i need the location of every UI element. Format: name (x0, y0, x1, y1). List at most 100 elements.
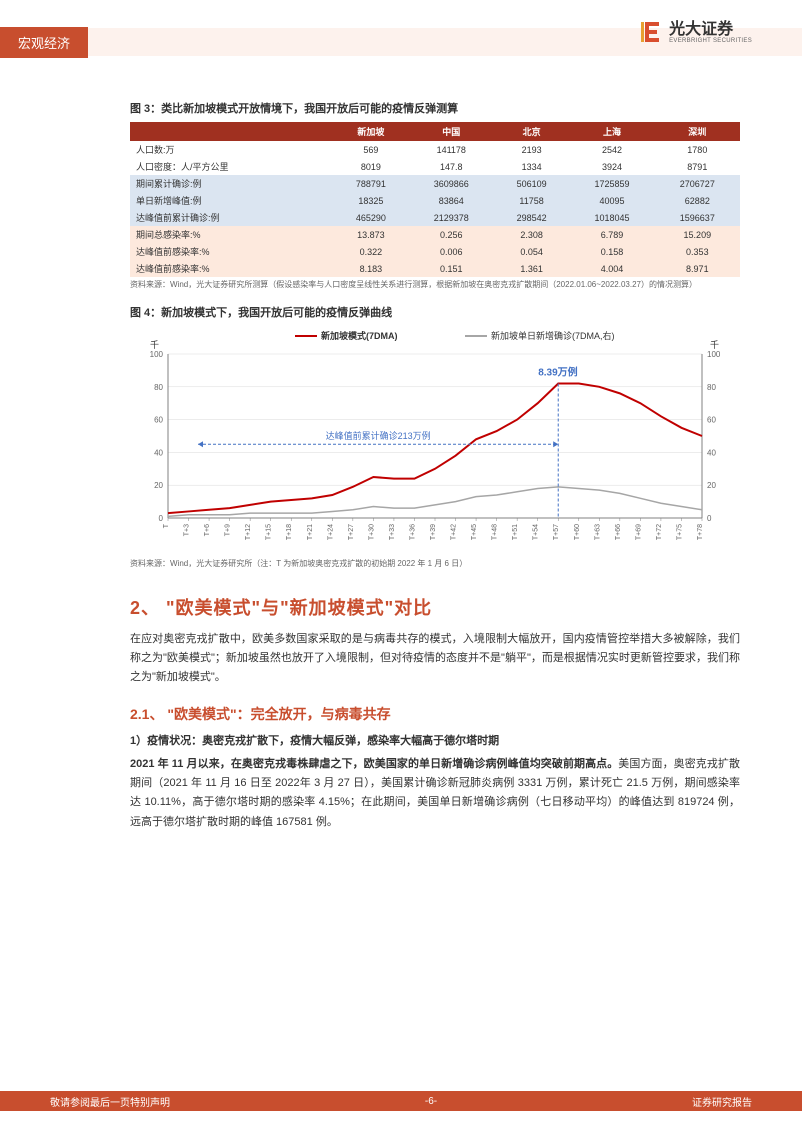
section-2-1-heading: 2.1、 "欧美模式"：完全放开，与病毒共存 (130, 704, 740, 724)
svg-text:千: 千 (710, 340, 719, 350)
table-header-cell: 北京 (494, 122, 569, 141)
svg-text:T+30: T+30 (368, 524, 375, 540)
data-cell: 1596637 (655, 209, 740, 226)
data-cell: 18325 (333, 192, 408, 209)
data-cell: 2706727 (655, 175, 740, 192)
data-cell: 1725859 (569, 175, 654, 192)
content-area: 图 3：类比新加坡模式开放情境下，我国开放后可能的疫情反弹测算 新加坡中国北京上… (130, 100, 740, 838)
svg-text:T+60: T+60 (574, 524, 581, 540)
page-number: -6- (425, 1096, 437, 1107)
data-cell: 1018045 (569, 209, 654, 226)
svg-text:T+42: T+42 (451, 524, 458, 540)
svg-text:千: 千 (150, 340, 159, 350)
data-cell: 141178 (409, 141, 494, 158)
data-cell: 62882 (655, 192, 740, 209)
data-cell: 2129378 (409, 209, 494, 226)
svg-text:T+48: T+48 (492, 524, 499, 540)
data-cell: 0.006 (409, 243, 494, 260)
data-cell: 4.004 (569, 260, 654, 277)
data-cell: 3609866 (409, 175, 494, 192)
svg-text:T+21: T+21 (307, 524, 314, 540)
svg-text:8.39万例: 8.39万例 (538, 366, 577, 379)
fig4-chart: 新加坡模式(7DMA)新加坡单日新增确诊(7DMA,右)002020404060… (130, 326, 740, 556)
table-row: 达峰值前累计确诊:例465290212937829854210180451596… (130, 209, 740, 226)
data-cell: 2193 (494, 141, 569, 158)
data-cell: 0.322 (333, 243, 408, 260)
svg-text:T+24: T+24 (327, 524, 334, 540)
section-2-1-sub: 1）疫情状况：奥密克戎扩散下，疫情大幅反弹，感染率大幅高于德尔塔时期 (130, 732, 740, 751)
svg-text:T+57: T+57 (553, 524, 560, 540)
logo-text-en: EVERBRIGHT SECURITIES (669, 38, 752, 44)
svg-text:60: 60 (707, 416, 716, 425)
table-row: 达峰值前感染率:%8.1830.1511.3614.0048.971 (130, 260, 740, 277)
table-row: 期间累计确诊:例78879136098665061091725859270672… (130, 175, 740, 192)
data-cell: 8.971 (655, 260, 740, 277)
data-cell: 465290 (333, 209, 408, 226)
table-header-cell (130, 122, 333, 141)
table-row: 人口密度：人/平方公里8019147.8133439248791 (130, 158, 740, 175)
svg-text:T+72: T+72 (656, 524, 663, 540)
data-cell: 2.308 (494, 226, 569, 243)
svg-text:T+3: T+3 (184, 524, 191, 536)
data-cell: 0.256 (409, 226, 494, 243)
data-cell: 0.158 (569, 243, 654, 260)
data-cell: 83864 (409, 192, 494, 209)
svg-text:T+78: T+78 (697, 524, 704, 540)
table-header-cell: 新加坡 (333, 122, 408, 141)
svg-text:T+75: T+75 (676, 524, 683, 540)
data-cell: 0.151 (409, 260, 494, 277)
doc-category: 宏观经济 (0, 27, 88, 58)
svg-text:T+18: T+18 (286, 524, 293, 540)
svg-text:40: 40 (707, 449, 716, 458)
data-cell: 788791 (333, 175, 408, 192)
data-cell: 3924 (569, 158, 654, 175)
data-cell: 506109 (494, 175, 569, 192)
row-label-cell: 人口数:万 (130, 141, 333, 158)
table-header-cell: 中国 (409, 122, 494, 141)
row-label-cell: 达峰值前感染率:% (130, 243, 333, 260)
svg-text:T+33: T+33 (389, 524, 396, 540)
data-cell: 8019 (333, 158, 408, 175)
table-row: 达峰值前感染率:%0.3220.0060.0540.1580.353 (130, 243, 740, 260)
data-cell: 8.183 (333, 260, 408, 277)
svg-text:新加坡单日新增确诊(7DMA,右): 新加坡单日新增确诊(7DMA,右) (491, 330, 615, 341)
table-row: 人口数:万569141178219325421780 (130, 141, 740, 158)
section-2-heading: 2、 "欧美模式"与"新加坡模式"对比 (130, 594, 740, 620)
svg-text:T+15: T+15 (266, 524, 273, 540)
fig3-source: 资料来源：Wind，光大证券研究所测算（假设感染率与人口密度呈线性关系进行测算，… (130, 280, 740, 290)
data-cell: 0.054 (494, 243, 569, 260)
svg-text:20: 20 (707, 482, 716, 491)
footer-right: 证券研究报告 (692, 1094, 752, 1109)
svg-text:T+9: T+9 (225, 524, 232, 536)
svg-text:T: T (163, 524, 170, 529)
row-label-cell: 达峰值前累计确诊:例 (130, 209, 333, 226)
fig4-title: 图 4：新加坡模式下，我国开放后可能的疫情反弹曲线 (130, 304, 740, 320)
svg-text:100: 100 (707, 350, 721, 359)
data-cell: 11758 (494, 192, 569, 209)
row-label-cell: 达峰值前感染率:% (130, 260, 333, 277)
svg-text:20: 20 (154, 482, 163, 491)
data-cell: 2542 (569, 141, 654, 158)
svg-text:T+6: T+6 (204, 524, 211, 536)
logo-icon (641, 20, 663, 46)
table-header-cell: 深圳 (655, 122, 740, 141)
p3-bold: 2021 年 11 月以来，在奥密克戎毒株肆虐之下，欧美国家的单日新增确诊病例峰… (130, 758, 618, 770)
svg-text:0: 0 (707, 514, 712, 523)
data-cell: 1780 (655, 141, 740, 158)
data-cell: 40095 (569, 192, 654, 209)
svg-text:0: 0 (159, 514, 164, 523)
svg-text:T+66: T+66 (615, 524, 622, 540)
fig3-table: 新加坡中国北京上海深圳人口数:万569141178219325421780人口密… (130, 122, 740, 277)
table-row: 期间总感染率:%13.8730.2562.3086.78915.209 (130, 226, 740, 243)
svg-text:T+51: T+51 (512, 524, 519, 540)
svg-text:T+45: T+45 (471, 524, 478, 540)
svg-text:新加坡模式(7DMA): 新加坡模式(7DMA) (321, 330, 398, 341)
table-row: 单日新增峰值:例1832583864117584009562882 (130, 192, 740, 209)
svg-text:100: 100 (150, 350, 164, 359)
data-cell: 147.8 (409, 158, 494, 175)
section-2-1-body: 2021 年 11 月以来，在奥密克戎毒株肆虐之下，欧美国家的单日新增确诊病例峰… (130, 755, 740, 832)
data-cell: 15.209 (655, 226, 740, 243)
data-cell: 6.789 (569, 226, 654, 243)
data-cell: 8791 (655, 158, 740, 175)
data-cell: 0.353 (655, 243, 740, 260)
